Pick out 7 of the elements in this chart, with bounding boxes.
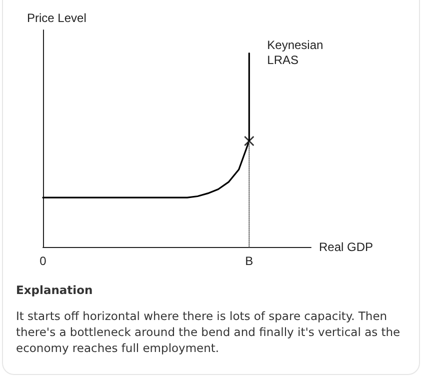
annotation: Keynesian LRAS	[267, 38, 324, 67]
x-axis-title: Real GDP	[319, 240, 374, 254]
x-tick-label: 0	[40, 254, 47, 268]
text: Explanation	[16, 282, 94, 298]
x-tick-label: B	[245, 254, 254, 268]
text: It starts off horizontal where there is lots of spare capacity. Then there's a bottleneck around the bend and finally it's vertical as the economy reaches full employment.	[16, 308, 402, 356]
y-axis-title: Price Level	[27, 11, 86, 25]
